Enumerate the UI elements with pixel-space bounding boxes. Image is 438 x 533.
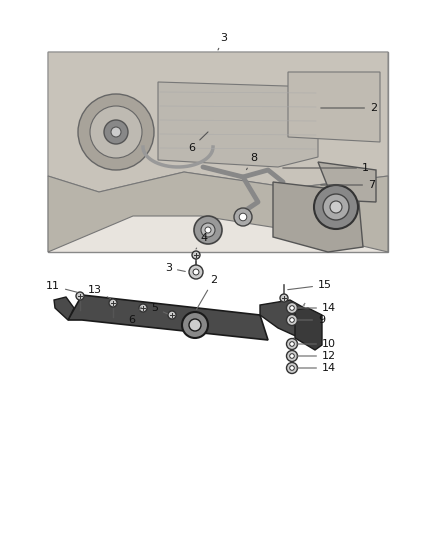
Circle shape xyxy=(182,312,208,338)
Text: 6: 6 xyxy=(188,132,208,153)
Circle shape xyxy=(104,120,128,144)
Polygon shape xyxy=(295,308,322,350)
Text: 6: 6 xyxy=(128,307,141,325)
Circle shape xyxy=(201,223,215,237)
Polygon shape xyxy=(68,295,268,340)
Text: 7: 7 xyxy=(321,180,375,190)
Text: 14: 14 xyxy=(297,363,336,373)
Circle shape xyxy=(78,94,154,170)
Polygon shape xyxy=(48,172,388,252)
Text: 10: 10 xyxy=(297,339,336,349)
Text: 9: 9 xyxy=(297,315,325,325)
Polygon shape xyxy=(158,82,318,167)
Circle shape xyxy=(286,338,297,350)
Circle shape xyxy=(330,201,342,213)
Circle shape xyxy=(286,351,297,361)
Circle shape xyxy=(234,208,252,226)
Polygon shape xyxy=(318,162,376,202)
Text: 12: 12 xyxy=(297,351,336,361)
Circle shape xyxy=(168,311,176,319)
Text: 1: 1 xyxy=(283,163,369,173)
Circle shape xyxy=(139,304,147,312)
Circle shape xyxy=(111,127,121,137)
Polygon shape xyxy=(54,297,74,320)
Polygon shape xyxy=(260,300,310,338)
Polygon shape xyxy=(288,72,380,142)
Text: 14: 14 xyxy=(297,303,336,313)
Circle shape xyxy=(290,354,294,358)
Circle shape xyxy=(314,185,358,229)
Circle shape xyxy=(90,106,142,158)
Text: 3: 3 xyxy=(218,33,227,50)
Text: 15: 15 xyxy=(288,280,332,290)
Text: 4: 4 xyxy=(196,233,207,249)
Polygon shape xyxy=(273,182,363,252)
Circle shape xyxy=(189,319,201,331)
Text: 11: 11 xyxy=(46,281,78,292)
Text: 13: 13 xyxy=(88,285,110,298)
Circle shape xyxy=(189,265,203,279)
Circle shape xyxy=(290,318,294,322)
Circle shape xyxy=(290,366,294,370)
Circle shape xyxy=(194,216,222,244)
Circle shape xyxy=(193,269,199,275)
Circle shape xyxy=(205,227,211,233)
Circle shape xyxy=(286,314,297,326)
Text: 2: 2 xyxy=(321,103,377,113)
Circle shape xyxy=(286,362,297,374)
Circle shape xyxy=(280,294,288,302)
Circle shape xyxy=(76,292,84,300)
Circle shape xyxy=(323,194,349,220)
Circle shape xyxy=(109,299,117,307)
Bar xyxy=(48,52,388,252)
Circle shape xyxy=(290,306,294,310)
Text: 8: 8 xyxy=(247,153,257,169)
Text: 3: 3 xyxy=(165,263,185,273)
Text: 2: 2 xyxy=(196,275,217,310)
Text: 5: 5 xyxy=(151,303,167,314)
Polygon shape xyxy=(48,52,388,192)
Circle shape xyxy=(290,342,294,346)
Circle shape xyxy=(192,251,200,259)
Circle shape xyxy=(239,213,247,221)
Circle shape xyxy=(286,303,297,313)
